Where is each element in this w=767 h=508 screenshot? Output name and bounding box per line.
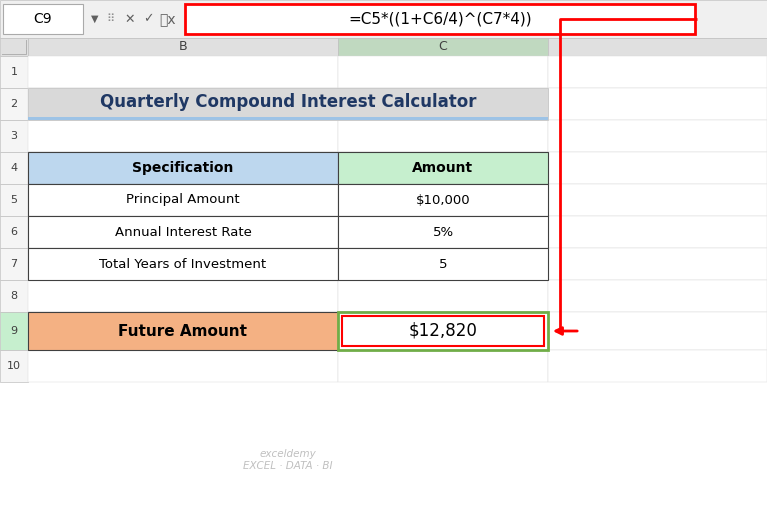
Bar <box>0 38 28 56</box>
Bar <box>548 38 767 56</box>
Text: C9: C9 <box>34 12 52 26</box>
Text: ▼: ▼ <box>91 14 99 24</box>
Bar <box>548 248 767 280</box>
Text: 5: 5 <box>11 195 18 205</box>
Bar <box>28 38 338 56</box>
Bar <box>185 4 695 34</box>
Bar <box>548 120 767 152</box>
Text: 5%: 5% <box>433 226 453 238</box>
Bar <box>0 280 28 312</box>
Bar <box>338 184 548 216</box>
Bar <box>28 120 338 152</box>
Text: exceldemy
EXCEL · DATA · BI: exceldemy EXCEL · DATA · BI <box>243 449 333 471</box>
Text: 7: 7 <box>11 259 18 269</box>
Bar <box>28 184 338 216</box>
Bar <box>548 88 767 120</box>
Bar <box>338 152 548 184</box>
Bar <box>0 152 28 184</box>
Bar <box>28 152 338 184</box>
Bar <box>28 248 338 280</box>
Text: =C5*((1+C6/4)^(C7*4)): =C5*((1+C6/4)^(C7*4)) <box>348 12 532 26</box>
Bar <box>28 248 338 280</box>
Bar <box>338 350 548 382</box>
Text: Total Years of Investment: Total Years of Investment <box>100 258 267 270</box>
Bar <box>28 152 338 184</box>
Text: ⠿: ⠿ <box>106 14 114 24</box>
Bar <box>338 312 548 350</box>
Text: C: C <box>439 41 447 53</box>
Bar <box>0 350 28 382</box>
Text: B: B <box>179 41 187 53</box>
Bar <box>0 184 28 216</box>
Bar <box>28 350 338 382</box>
Bar <box>548 56 767 88</box>
Bar <box>28 312 338 350</box>
Bar <box>338 38 548 56</box>
Bar <box>28 280 338 312</box>
Text: 3: 3 <box>11 131 18 141</box>
Text: 4: 4 <box>11 163 18 173</box>
Bar <box>28 88 338 120</box>
Bar <box>338 152 548 184</box>
Bar <box>548 350 767 382</box>
Bar <box>0 120 28 152</box>
Bar <box>548 312 767 350</box>
Text: Quarterly Compound Interest Calculator: Quarterly Compound Interest Calculator <box>100 93 476 111</box>
Text: 𝑓x: 𝑓x <box>160 13 176 27</box>
Bar <box>338 120 548 152</box>
Bar <box>28 312 338 350</box>
Bar <box>338 216 548 248</box>
Text: 10: 10 <box>7 361 21 371</box>
Bar <box>0 88 28 120</box>
Text: 2: 2 <box>11 99 18 109</box>
Bar <box>338 216 548 248</box>
Text: 5: 5 <box>439 258 447 270</box>
Bar <box>28 88 548 120</box>
Bar <box>338 88 548 120</box>
Bar <box>338 56 548 88</box>
Text: 1: 1 <box>11 67 18 77</box>
Text: 6: 6 <box>11 227 18 237</box>
Text: $10,000: $10,000 <box>416 194 470 206</box>
Bar <box>338 184 548 216</box>
Text: 8: 8 <box>11 291 18 301</box>
Text: ✓: ✓ <box>143 13 153 25</box>
Text: Specification: Specification <box>133 161 234 175</box>
Bar <box>28 184 338 216</box>
Bar <box>342 316 544 346</box>
Bar <box>0 216 28 248</box>
Bar <box>3 4 83 34</box>
Text: Principal Amount: Principal Amount <box>127 194 240 206</box>
Bar <box>338 312 548 350</box>
Text: Future Amount: Future Amount <box>118 324 248 338</box>
Bar <box>28 56 338 88</box>
Text: $12,820: $12,820 <box>409 322 477 340</box>
Bar <box>28 117 548 120</box>
Bar <box>548 280 767 312</box>
Text: Annual Interest Rate: Annual Interest Rate <box>114 226 252 238</box>
Bar <box>548 216 767 248</box>
Bar <box>28 216 338 248</box>
Bar <box>548 184 767 216</box>
Bar <box>338 248 548 280</box>
Bar <box>0 248 28 280</box>
Bar <box>338 248 548 280</box>
Text: ✕: ✕ <box>125 13 135 25</box>
Bar <box>338 280 548 312</box>
Bar <box>0 312 28 350</box>
Bar <box>548 152 767 184</box>
Text: 9: 9 <box>11 326 18 336</box>
Text: Amount: Amount <box>413 161 473 175</box>
Bar <box>0 0 767 38</box>
Bar <box>0 56 28 88</box>
Bar <box>28 216 338 248</box>
